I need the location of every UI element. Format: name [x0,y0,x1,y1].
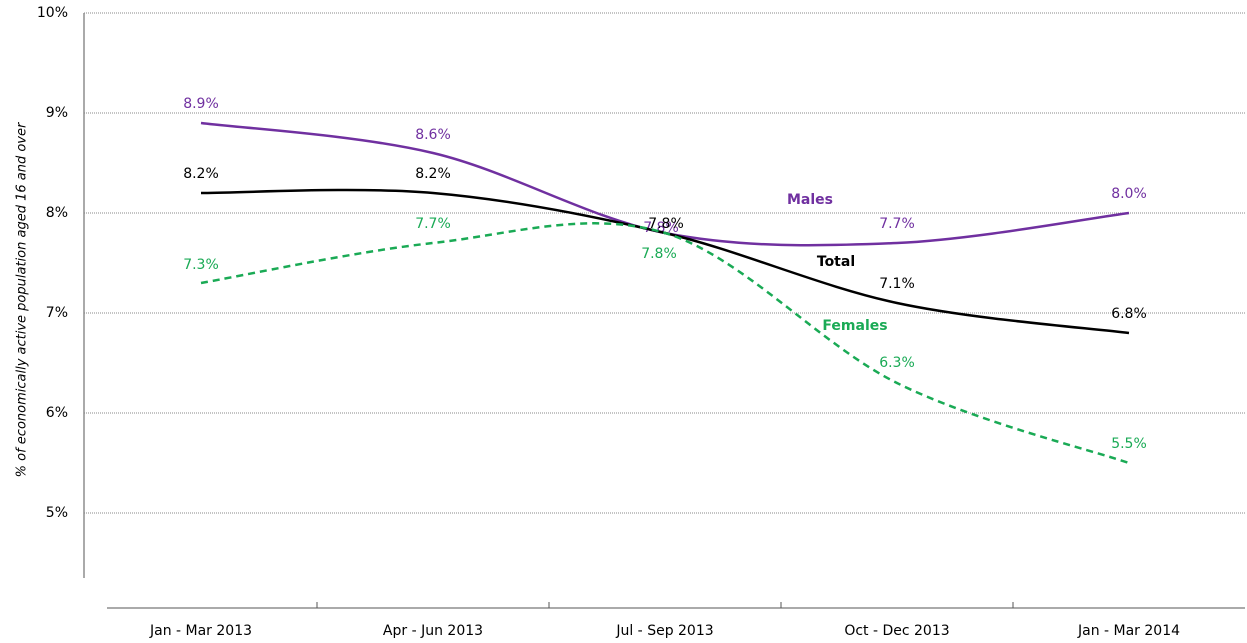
y-tick-label: 7% [46,305,68,321]
series-name: Males [787,192,833,208]
data-label: 7.8% [641,246,677,262]
data-label: 8.2% [415,166,451,182]
x-tick-label: Jan - Mar 2013 [149,623,252,639]
x-tick-label: Jan - Mar 2014 [1077,623,1180,639]
data-label: 8.9% [183,96,219,112]
y-tick-label: 10% [37,5,68,21]
y-tick-label: 5% [46,505,68,521]
data-label: 7.8% [643,220,679,236]
data-label: 7.7% [415,216,451,232]
y-axis-label: % of economically active population aged… [15,121,30,477]
data-label: 8.2% [183,166,219,182]
y-tick-label: 6% [46,405,68,421]
y-tick-label: 8% [46,205,68,221]
data-label: 7.7% [879,216,915,232]
x-tick-label: Oct - Dec 2013 [844,623,949,639]
y-tick-label: 9% [46,105,68,121]
x-tick-label: Jul - Sep 2013 [615,623,713,639]
data-label: 6.8% [1111,306,1147,322]
data-label: 7.1% [879,276,915,292]
series-name: Females [822,318,887,334]
series-line [200,222,1130,465]
data-label: 8.6% [415,127,451,143]
x-tick-label: Apr - Jun 2013 [383,623,483,639]
data-label: 6.3% [879,355,915,371]
series-name: Total [817,254,855,270]
data-label: 7.3% [183,257,219,273]
data-label: 7.8% [648,216,684,232]
data-label: 5.5% [1111,436,1147,452]
data-label: 8.0% [1111,186,1147,202]
